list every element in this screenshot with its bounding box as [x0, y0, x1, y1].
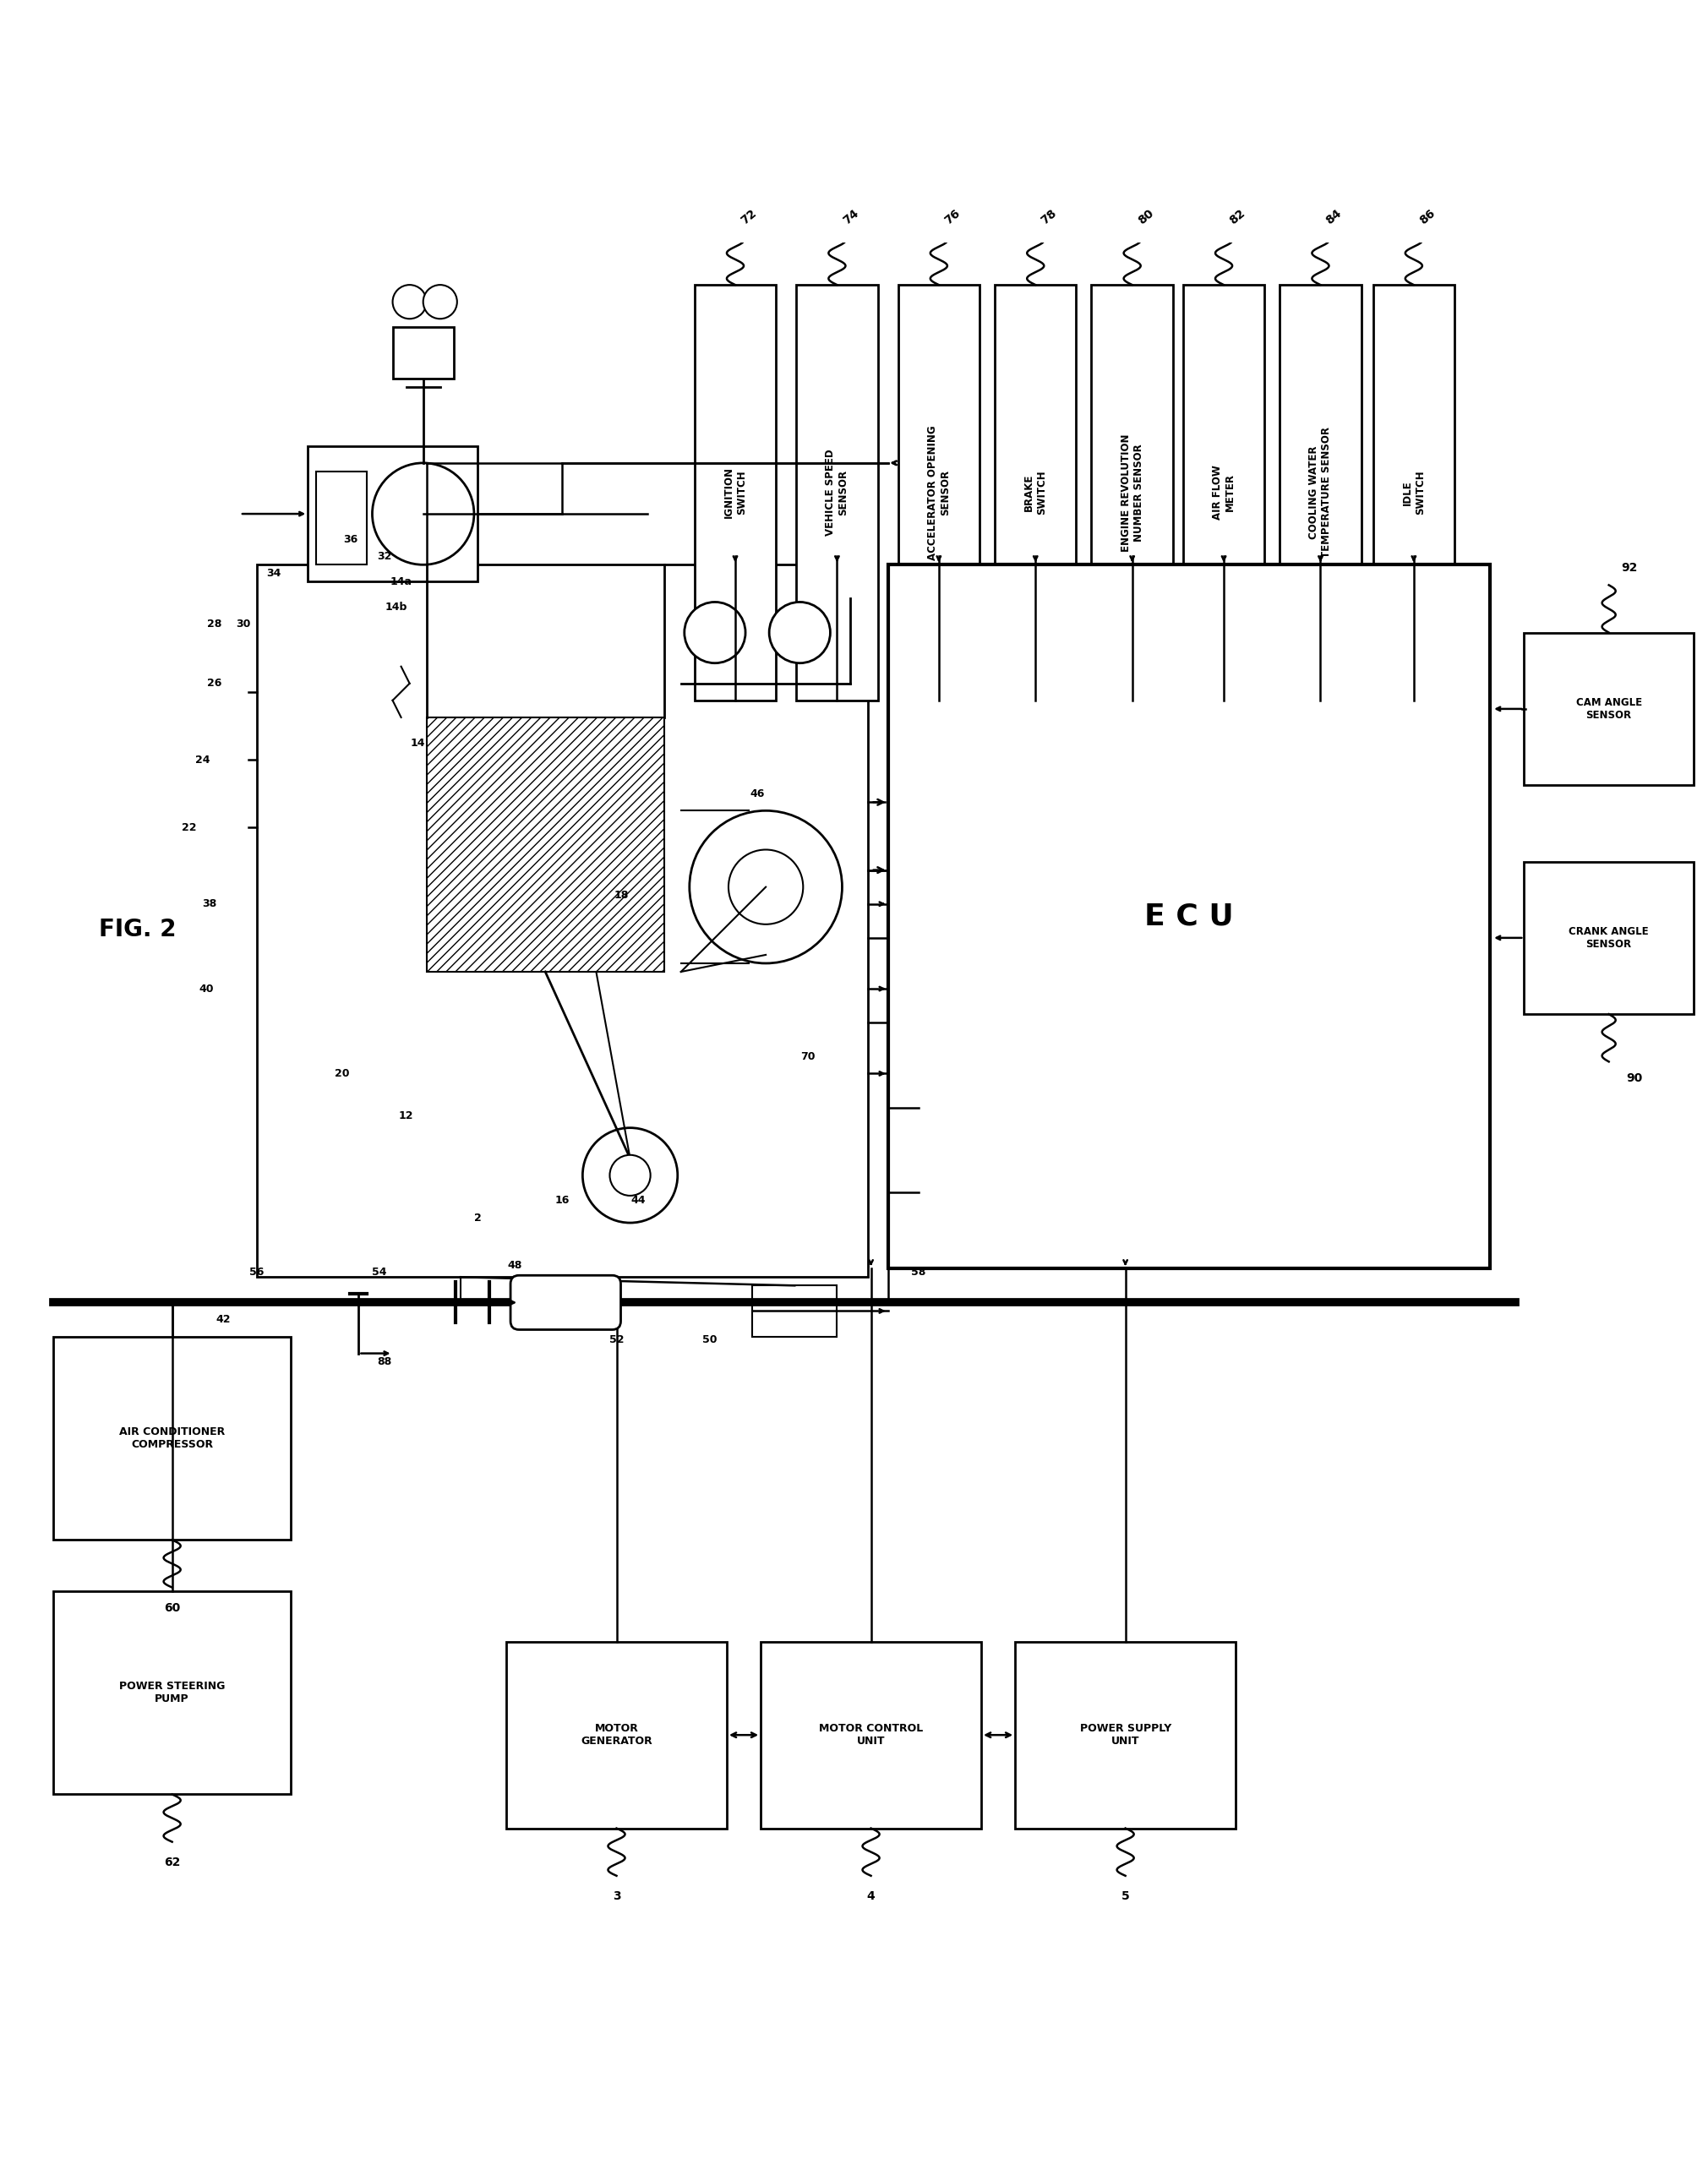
Bar — [796, 286, 878, 700]
Text: BRAKE
SWITCH: BRAKE SWITCH — [1023, 471, 1047, 515]
Circle shape — [372, 462, 475, 565]
Text: 50: 50 — [702, 1335, 717, 1346]
Text: ENGINE REVOLUTION
NUMBER SENSOR: ENGINE REVOLUTION NUMBER SENSOR — [1120, 434, 1144, 552]
Bar — [256, 565, 868, 1278]
Text: 22: 22 — [181, 822, 196, 833]
Bar — [994, 286, 1076, 700]
Text: 26: 26 — [207, 678, 222, 689]
Bar — [1015, 1642, 1235, 1828]
Bar — [1091, 286, 1173, 700]
Text: 18: 18 — [615, 890, 629, 901]
Text: 92: 92 — [1621, 563, 1638, 574]
FancyBboxPatch shape — [511, 1276, 620, 1330]
Text: 42: 42 — [215, 1313, 231, 1326]
Text: 54: 54 — [372, 1267, 386, 1278]
Text: 76: 76 — [943, 207, 962, 227]
Text: 38: 38 — [202, 899, 217, 909]
Text: CRANK ANGLE
SENSOR: CRANK ANGLE SENSOR — [1570, 927, 1648, 949]
Text: 84: 84 — [1324, 207, 1344, 227]
Bar — [1184, 286, 1264, 700]
Text: 58: 58 — [910, 1267, 926, 1278]
Text: 14a: 14a — [389, 576, 412, 587]
Bar — [752, 1285, 837, 1337]
Circle shape — [610, 1156, 651, 1195]
Text: 14: 14 — [410, 737, 425, 748]
Text: 72: 72 — [740, 207, 758, 227]
Text: FIG. 2: FIG. 2 — [99, 918, 176, 942]
Text: 82: 82 — [1228, 207, 1247, 227]
Text: 80: 80 — [1136, 207, 1156, 227]
Text: 14b: 14b — [384, 602, 407, 613]
Text: 48: 48 — [507, 1261, 523, 1272]
Text: 36: 36 — [343, 534, 357, 545]
Text: 5: 5 — [1120, 1891, 1129, 1902]
Text: 70: 70 — [801, 1051, 816, 1062]
Bar — [888, 565, 1489, 1269]
Bar — [1524, 861, 1694, 1014]
Text: MOTOR CONTROL
UNIT: MOTOR CONTROL UNIT — [818, 1723, 922, 1747]
Text: 52: 52 — [610, 1335, 623, 1346]
Text: VEHICLE SPEED
SENSOR: VEHICLE SPEED SENSOR — [825, 449, 849, 537]
Text: 74: 74 — [840, 207, 861, 227]
Text: 88: 88 — [377, 1357, 391, 1367]
Bar — [1279, 286, 1361, 700]
Text: 16: 16 — [555, 1195, 569, 1206]
Text: 12: 12 — [398, 1110, 413, 1121]
Text: 28: 28 — [207, 619, 222, 630]
Text: 3: 3 — [613, 1891, 620, 1902]
Text: POWER STEERING
PUMP: POWER STEERING PUMP — [120, 1682, 225, 1703]
Text: 24: 24 — [195, 755, 210, 766]
Circle shape — [582, 1128, 678, 1224]
Text: 62: 62 — [164, 1856, 181, 1869]
Text: E C U: E C U — [1144, 903, 1233, 931]
Text: 78: 78 — [1038, 207, 1059, 227]
Text: ACCELERATOR OPENING
SENSOR: ACCELERATOR OPENING SENSOR — [927, 425, 951, 561]
Text: POWER SUPPLY
UNIT: POWER SUPPLY UNIT — [1079, 1723, 1172, 1747]
Text: 86: 86 — [1418, 207, 1438, 227]
Text: AIR CONDITIONER
COMPRESSOR: AIR CONDITIONER COMPRESSOR — [120, 1426, 225, 1450]
Circle shape — [393, 286, 427, 318]
Bar — [1373, 286, 1455, 700]
Bar — [1524, 632, 1694, 785]
Text: 44: 44 — [632, 1195, 646, 1206]
Bar — [316, 471, 367, 565]
Circle shape — [690, 811, 842, 964]
Circle shape — [685, 602, 745, 663]
Text: CAM ANGLE
SENSOR: CAM ANGLE SENSOR — [1576, 698, 1641, 720]
Bar — [307, 445, 478, 582]
Bar — [53, 1337, 290, 1540]
Circle shape — [424, 286, 458, 318]
Text: 20: 20 — [335, 1069, 348, 1080]
Text: IGNITION
SWITCH: IGNITION SWITCH — [724, 467, 746, 519]
Text: 34: 34 — [266, 567, 282, 578]
Text: 30: 30 — [236, 619, 251, 630]
Circle shape — [729, 851, 803, 925]
Text: 90: 90 — [1626, 1073, 1643, 1084]
Text: 40: 40 — [198, 984, 214, 995]
Text: 60: 60 — [164, 1601, 181, 1614]
Text: AIR FLOW
METER: AIR FLOW METER — [1213, 465, 1235, 519]
Text: 46: 46 — [750, 787, 765, 798]
Bar — [393, 327, 454, 377]
Bar — [695, 286, 775, 700]
Text: 2: 2 — [473, 1213, 482, 1224]
Bar — [760, 1642, 980, 1828]
Bar — [427, 718, 664, 973]
Bar — [506, 1642, 728, 1828]
Bar — [898, 286, 979, 700]
Text: IDLE
SWITCH: IDLE SWITCH — [1402, 471, 1426, 515]
Text: COOLING WATER
TEMPERATURE SENSOR: COOLING WATER TEMPERATURE SENSOR — [1308, 427, 1332, 558]
Text: 56: 56 — [249, 1267, 265, 1278]
Text: 4: 4 — [868, 1891, 874, 1902]
Bar — [53, 1590, 290, 1795]
Text: MOTOR
GENERATOR: MOTOR GENERATOR — [581, 1723, 652, 1747]
Text: 32: 32 — [377, 552, 391, 563]
Circle shape — [769, 602, 830, 663]
